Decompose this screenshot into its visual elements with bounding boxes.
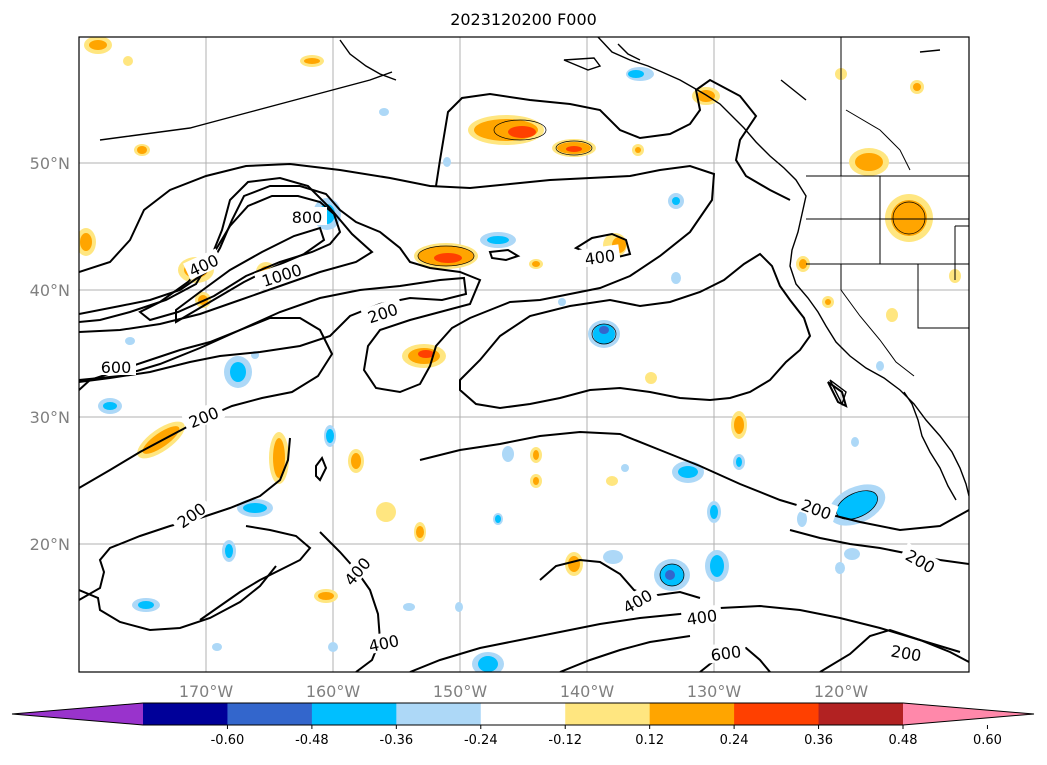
colorbar-tick-label: -0.36 — [380, 733, 414, 748]
colorbar-segment — [396, 703, 482, 725]
colorbar-segment — [480, 703, 566, 725]
lat-label-20n: 20°N — [30, 535, 70, 554]
colorbar-extend-min — [12, 703, 143, 725]
colorbar-tick-label: -0.48 — [295, 733, 329, 748]
colorbar-tick-label: -0.24 — [464, 733, 498, 748]
plot-frame — [78, 36, 970, 673]
lon-label-150w: 150°W — [433, 682, 488, 701]
lat-label-30n: 30°N — [30, 408, 70, 427]
colorbar-segment — [143, 703, 228, 725]
colorbar-segment — [818, 703, 904, 725]
colorbar-tick-label: 0.60 — [973, 733, 1002, 748]
contour-label: 800 — [292, 208, 323, 227]
lon-label-160w: 160°W — [306, 682, 361, 701]
colorbar-segment — [734, 703, 820, 725]
colorbar-tick-label: 0.24 — [720, 733, 749, 748]
colorbar-tick-label: 0.12 — [635, 733, 664, 748]
colorbar-segment — [565, 703, 651, 725]
lat-label-50n: 50°N — [30, 154, 70, 173]
colorbar-segment — [649, 703, 735, 725]
contour-label: 600 — [101, 358, 132, 377]
map-title: 2023120200 F000 — [450, 10, 597, 29]
lon-label-120w: 120°W — [814, 682, 869, 701]
lon-label-130w: 130°W — [687, 682, 742, 701]
blob-outlines — [417, 119, 926, 587]
colorbar-tick-label: 0.36 — [804, 733, 833, 748]
longitude-labels: 170°W 160°W 150°W 140°W 130°W 120°W — [179, 682, 869, 701]
colorbar-tick-label: -0.12 — [548, 733, 582, 748]
colorbar: -0.60 -0.48 -0.36 -0.24 -0.12 0.12 0.24 0.36 0.4… — [11, 702, 1035, 748]
contour-label: 400 — [583, 246, 616, 269]
state-borders — [806, 37, 969, 377]
lon-label-140w: 140°W — [560, 682, 615, 701]
colorbar-extend-max — [903, 703, 1034, 725]
latitude-labels: 50°N 40°N 30°N 20°N — [30, 154, 70, 554]
colorbar-segment — [311, 703, 397, 725]
contour-label: 400 — [685, 606, 718, 629]
map-plot-area: 800 1000 400 600 200 200 200 400 400 400… — [79, 37, 969, 672]
lon-label-170w: 170°W — [179, 682, 234, 701]
colorbar-segment — [227, 703, 313, 725]
colorbar-outline — [11, 702, 1035, 726]
contour-label: 600 — [709, 642, 742, 665]
filled-anomalies — [79, 37, 961, 672]
lat-label-40n: 40°N — [30, 281, 70, 300]
contour-lines — [79, 78, 969, 672]
colorbar-tick-label: 0.48 — [889, 733, 918, 748]
coastlines — [99, 37, 969, 501]
colorbar-tick-label: -0.60 — [211, 733, 245, 748]
